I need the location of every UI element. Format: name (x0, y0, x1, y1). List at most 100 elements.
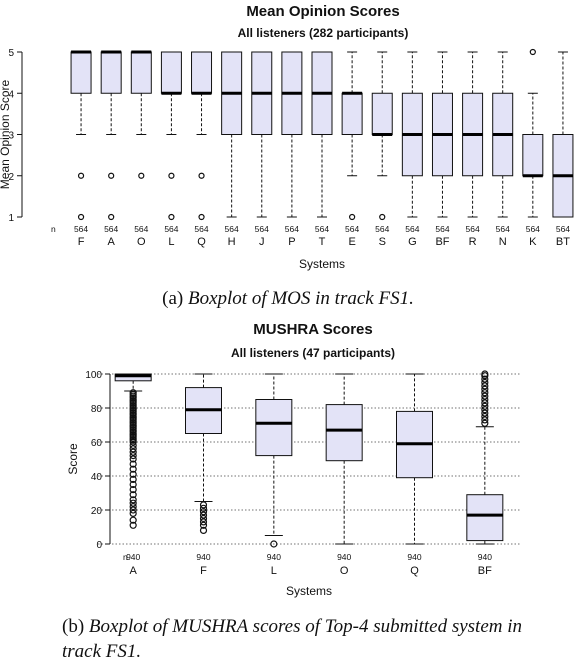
box-A (114, 373, 152, 382)
n-count: 564 (194, 224, 208, 234)
outlier-point (481, 412, 489, 421)
n-count: 564 (104, 224, 118, 234)
x-tick-label: BF (435, 236, 449, 248)
y-tick-label: 20 (91, 506, 103, 517)
outlier-point (481, 378, 489, 387)
n-count: 564 (74, 224, 88, 234)
n-count: 940 (126, 552, 140, 562)
outlier-point (129, 486, 137, 494)
outlier-point (481, 419, 489, 427)
outlier-point (198, 213, 205, 221)
outlier-point (129, 521, 137, 529)
n-label: n (123, 552, 128, 562)
x-tick-label: L (168, 236, 174, 248)
box-O (325, 404, 363, 462)
box-S (371, 92, 393, 135)
outlier-point (199, 511, 208, 519)
x-tick-label: O (340, 565, 349, 577)
x-tick-label: E (348, 236, 355, 248)
outlier-point (129, 448, 137, 456)
x-tick-label: H (228, 236, 236, 248)
y-tick-label: 4 (8, 89, 14, 100)
n-count: 940 (196, 552, 210, 562)
x-axis-label: Systems (299, 257, 345, 271)
outlier-point (129, 491, 137, 499)
n-count: 564 (285, 224, 299, 234)
outlier-point (108, 213, 115, 221)
n-count: 940 (337, 552, 351, 562)
box-Q (191, 51, 213, 94)
x-tick-label: F (78, 236, 85, 248)
outlier-point (129, 441, 137, 449)
caption-b-label: (b) (62, 616, 85, 637)
n-count: 564 (556, 224, 570, 234)
outlier-point (138, 172, 145, 179)
box-K (522, 134, 544, 177)
box-L (255, 399, 293, 457)
box-BF (466, 494, 504, 542)
x-tick-label: O (137, 236, 146, 248)
caption-a-label: (a) (162, 288, 184, 309)
y-tick-label: 80 (91, 404, 103, 415)
outlier-point (129, 506, 137, 514)
n-count: 940 (407, 552, 421, 562)
n-count: 564 (526, 224, 540, 234)
chart-title: MUSHRA Scores (253, 321, 372, 338)
n-count: 940 (478, 552, 492, 562)
y-tick-label: 5 (8, 48, 14, 59)
caption-a-text: Boxplot of MOS in track FS1. (187, 288, 414, 309)
n-count: 940 (267, 552, 281, 562)
n-count: 564 (496, 224, 510, 234)
outlier-point (77, 213, 85, 221)
outlier-point (481, 389, 489, 397)
outlier-point (481, 406, 489, 414)
n-label: n (51, 224, 56, 234)
n-count: 564 (255, 224, 269, 234)
outlier-point (129, 480, 137, 489)
y-tick-label: 60 (91, 438, 103, 449)
outlier-point (199, 514, 208, 523)
outlier-point (129, 475, 137, 483)
outlier-point (168, 213, 175, 221)
outlier-point (199, 504, 208, 512)
y-tick-label: 40 (91, 472, 103, 483)
x-tick-label: T (319, 236, 326, 248)
x-tick-label: P (288, 236, 295, 248)
outlier-point (198, 172, 205, 179)
caption-a: (a) Boxplot of MOS in track FS1. (0, 288, 576, 310)
y-tick-label: 0 (96, 540, 102, 551)
x-tick-label: K (529, 236, 537, 248)
caption-b: (b) Boxplot of MUSHRA scores of Top-4 su… (62, 614, 542, 664)
n-count: 564 (134, 224, 148, 234)
x-tick-label: J (259, 236, 265, 248)
outlier-point (129, 470, 137, 478)
x-tick-label: BF (478, 565, 492, 577)
mushra-chart-figure: MUSHRA Scores All listeners (47 participa… (0, 316, 576, 606)
outlier-point (481, 402, 489, 410)
x-tick-label: F (200, 565, 207, 577)
outlier-point (129, 496, 137, 504)
x-tick-label: A (129, 565, 137, 577)
outlier-point (199, 526, 208, 534)
n-count: 564 (405, 224, 419, 234)
outlier-point (129, 465, 137, 473)
box-E (341, 92, 363, 135)
mushra-boxplot-chart: MUSHRA Scores All listeners (47 participa… (66, 321, 520, 598)
outlier-point (199, 521, 208, 529)
x-tick-label: N (499, 236, 507, 248)
x-tick-label: A (108, 236, 116, 248)
outlier-point (481, 409, 489, 417)
box-L (160, 51, 182, 94)
n-count: 564 (435, 224, 449, 234)
n-count: 564 (375, 224, 389, 234)
box-F (70, 51, 92, 94)
x-tick-label: R (469, 236, 477, 248)
outlier-point (481, 370, 489, 378)
outlier-point (108, 172, 115, 179)
chart-subtitle: All listeners (282 participants) (238, 26, 409, 40)
outlier-point (129, 516, 137, 524)
y-axis-label: Score (66, 443, 80, 475)
n-count: 564 (164, 224, 178, 234)
y-tick-label: 100 (85, 370, 102, 381)
n-count: 564 (345, 224, 359, 234)
